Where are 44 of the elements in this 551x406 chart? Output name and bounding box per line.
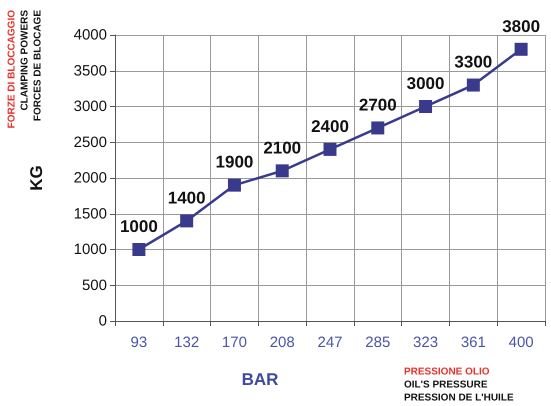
x-tick-label: 400 <box>508 334 534 351</box>
point <box>276 164 289 178</box>
point <box>228 178 241 192</box>
data-label: 2700 <box>358 95 397 114</box>
x-tick-label: 208 <box>270 334 295 351</box>
x-tick-label: 93 <box>130 334 148 351</box>
y-tick-label: 2500 <box>74 134 107 151</box>
data-label: 2400 <box>311 116 349 136</box>
text: PRESSION DE L'HUILE <box>404 392 514 404</box>
point <box>324 142 336 156</box>
data-label: 2100 <box>263 138 302 158</box>
x-tick-label: 323 <box>413 334 438 351</box>
y-tick-label: 0 <box>98 312 107 330</box>
point <box>466 78 480 92</box>
text: CLAMPING POWERS <box>20 10 30 111</box>
point <box>419 100 432 113</box>
point <box>180 214 194 228</box>
y-tick-label: 3500 <box>74 62 107 80</box>
y-tick-label: 2000 <box>74 170 107 186</box>
text: FORCES DE BLOCAGE <box>32 10 44 122</box>
data-label: 3300 <box>454 52 492 72</box>
data-label: 1400 <box>168 188 206 208</box>
y-tick-label: 1000 <box>74 241 107 258</box>
data-label: 1900 <box>216 152 254 172</box>
x-tick-label: 132 <box>174 334 200 351</box>
x-tick-label: 285 <box>365 334 390 351</box>
text: OIL'S PRESSURE <box>404 380 488 390</box>
x-axis-title: BAR <box>242 370 278 389</box>
data-label: 3000 <box>406 74 444 93</box>
point <box>371 121 384 134</box>
y-tick-label: 4000 <box>74 26 107 44</box>
text: FORZE DI BLOCCAGGIO <box>6 10 18 128</box>
point <box>132 243 146 256</box>
y-axis-title: KG <box>27 165 46 191</box>
x-tick-label: 170 <box>222 334 247 351</box>
text: PRESSIONE OLIO <box>404 366 490 378</box>
data-label: 1000 <box>120 217 158 236</box>
point <box>514 42 528 56</box>
y-tick-label: 1500 <box>74 205 107 222</box>
x-tick-label: 361 <box>460 334 486 351</box>
data-label: 3800 <box>502 16 540 36</box>
x-tick-label: 247 <box>317 334 343 351</box>
y-tick-label: 500 <box>82 276 107 294</box>
y-tick-label: 3000 <box>74 98 107 115</box>
